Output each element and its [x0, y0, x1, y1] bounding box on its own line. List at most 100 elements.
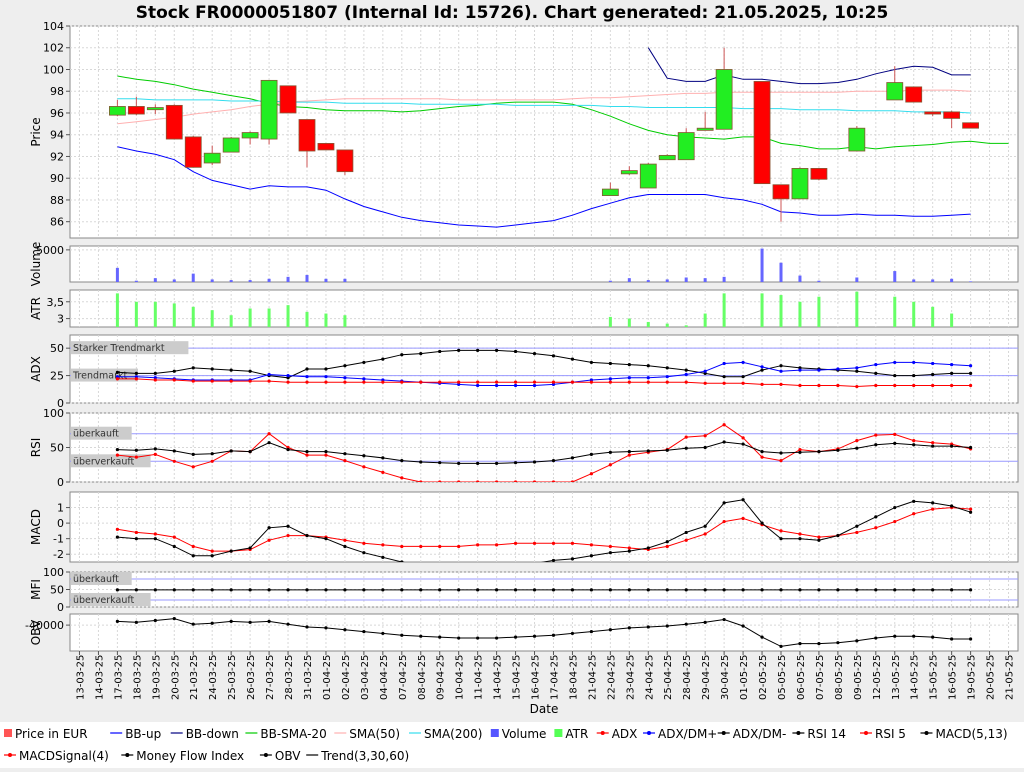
macd-signal-point — [513, 541, 518, 545]
reference-label: überkauft — [73, 574, 119, 585]
y-axis-label-obv: OBV — [29, 619, 43, 645]
adx-dm-plus-point — [589, 378, 594, 382]
macd-line — [117, 499, 971, 562]
candle-body — [943, 111, 961, 119]
legend-item: RSI 5 — [860, 727, 906, 741]
mfi-point — [817, 588, 821, 592]
volume-bar — [950, 278, 954, 282]
rsi14-point — [570, 456, 575, 460]
macd-point — [267, 526, 271, 530]
atr-bar — [608, 316, 612, 327]
adx-point — [608, 380, 612, 384]
volume-bar — [248, 280, 252, 282]
macd-point — [172, 544, 176, 549]
legend-item: ADX/DM- — [717, 727, 786, 741]
adx-point — [343, 380, 347, 384]
atr-bar — [324, 313, 328, 327]
macd-point — [741, 498, 745, 502]
obv-point — [855, 639, 859, 643]
rsi14-point — [532, 460, 537, 464]
macd-point — [362, 551, 366, 555]
y-tick-label: 0 — [57, 601, 64, 614]
adx-point — [476, 380, 480, 384]
rsi5-point — [267, 432, 271, 436]
rsi5-point — [210, 459, 214, 463]
obv-point — [646, 625, 650, 629]
macd-signal-point — [381, 543, 385, 547]
rsi14-point — [210, 452, 214, 456]
volume-bar — [267, 278, 271, 282]
panel-atr: 3 3,5 ATR — [29, 289, 1019, 328]
x-tick-label: 25-03-25 — [227, 655, 238, 700]
reference-label: Trendmarkt — [72, 371, 127, 382]
macd-signal-point — [551, 541, 556, 545]
adx-dm-minus-point — [495, 348, 499, 352]
candle-body — [639, 163, 657, 189]
adx-dm-plus-point — [305, 375, 309, 379]
rsi14-point — [912, 443, 916, 447]
rsi14-point — [305, 450, 309, 454]
reference-label-bg — [71, 341, 189, 355]
y-axis-label-volume: Volume — [29, 242, 43, 287]
macd-point — [646, 546, 650, 550]
atr-bar — [779, 295, 783, 327]
obv-point — [722, 617, 726, 622]
atr-bar — [684, 325, 688, 327]
volume-bar — [153, 278, 157, 282]
mfi-point — [438, 588, 442, 592]
y-tick-label: 50 — [50, 342, 64, 355]
rsi5-point — [457, 480, 461, 482]
atr-bar — [115, 293, 119, 327]
adx-line — [117, 378, 971, 388]
rsi14-point — [400, 459, 404, 463]
rsi5-point — [305, 453, 309, 457]
adx-dm-minus-point — [684, 368, 688, 372]
mfi-point — [874, 588, 878, 592]
adx-point — [741, 381, 745, 385]
x-tick-label: 17-03-25 — [113, 655, 124, 700]
y-tick-label: 5000 — [36, 244, 64, 257]
x-tick-label: 24-03-25 — [208, 655, 219, 700]
legend-item: Money Flow Index — [121, 749, 244, 763]
adx-dm-plus-point — [532, 383, 537, 388]
rsi5-point — [608, 463, 612, 467]
volume-bar — [817, 280, 821, 282]
obv-point — [400, 633, 404, 637]
obv-point — [798, 642, 802, 646]
macd-point — [589, 554, 594, 558]
obv-point — [741, 624, 745, 628]
rsi14-point — [665, 448, 669, 452]
obv-point — [532, 634, 537, 638]
rsi5-point — [570, 480, 575, 482]
macd-signal-point — [267, 538, 271, 542]
x-tick-label: 10-04-25 — [455, 655, 466, 700]
macd-signal-point — [115, 527, 119, 531]
x-tick-label: 02-05-25 — [758, 655, 769, 700]
x-tick-label: 02-04-25 — [341, 655, 352, 700]
adx-dm-minus-point — [115, 370, 119, 374]
adx-dm-minus-point — [703, 371, 707, 375]
macd-point — [229, 549, 233, 553]
adx-dm-minus-point — [931, 372, 935, 377]
rsi5-point — [513, 480, 518, 482]
legend-label: BB-up — [125, 727, 161, 741]
volume-bar — [912, 279, 916, 282]
obv-point — [191, 622, 195, 626]
x-tick-label: 16-05-25 — [948, 655, 959, 700]
mfi-point — [495, 588, 499, 592]
rsi14-point — [153, 447, 157, 451]
panel-obv-frame — [69, 613, 1019, 652]
macd-signal-point — [779, 529, 783, 533]
adx-dm-minus-point — [286, 376, 290, 380]
panel-macd-content — [115, 498, 973, 562]
macd-point — [817, 538, 821, 542]
volume-bar — [191, 273, 195, 282]
volume-bar — [210, 279, 214, 282]
macd-point — [343, 544, 347, 549]
legend-label: BB-down — [186, 727, 239, 741]
rsi5-point — [495, 480, 499, 482]
adx-dm-minus-point — [627, 363, 631, 367]
macd-point — [305, 533, 309, 538]
volume-bar — [115, 267, 119, 282]
